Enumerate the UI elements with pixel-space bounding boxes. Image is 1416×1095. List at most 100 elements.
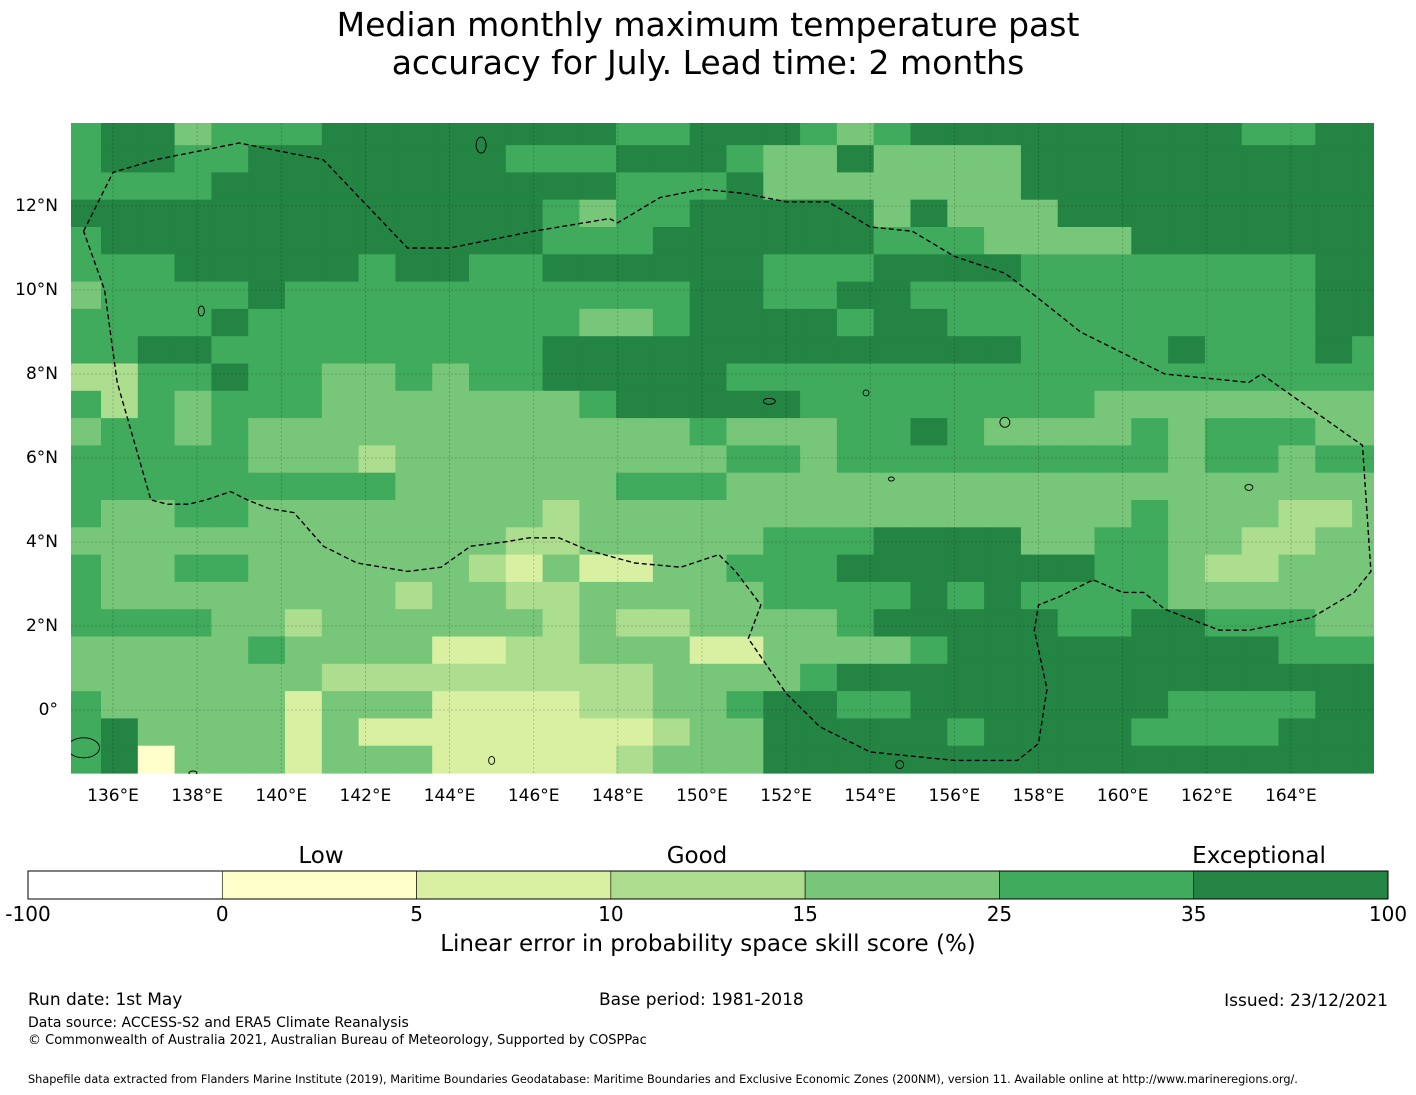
skill-cell (432, 636, 470, 665)
skill-cell (469, 445, 507, 474)
skill-cell (432, 527, 470, 556)
skill-cell (71, 308, 102, 337)
skill-cell (211, 418, 249, 446)
skill-cell (763, 336, 801, 365)
skill-cell (910, 445, 948, 474)
skill-cell (579, 418, 617, 446)
eez-boundary (82, 142, 1372, 762)
skill-cell (1389, 200, 1416, 228)
skill-cell (1020, 390, 1059, 419)
skill-cell (285, 227, 323, 255)
colorbar-label: Linear error in probability space skill … (440, 931, 976, 957)
skill-cell (505, 609, 544, 638)
skill-cell (101, 663, 139, 692)
skill-cell (947, 172, 985, 201)
skill-cell (1020, 363, 1059, 392)
skill-cell (1057, 336, 1096, 365)
skill-cell (174, 636, 212, 665)
x-tick-label: 156°E (928, 786, 981, 806)
skill-cell (285, 308, 323, 337)
skill-cell (285, 281, 323, 310)
skill-cell (1389, 582, 1416, 610)
skill-cell (1278, 145, 1316, 173)
skill-cell (358, 281, 396, 310)
skill-cell (1389, 282, 1416, 310)
skill-cell (1241, 663, 1280, 692)
skill-cell (1241, 390, 1280, 419)
skill-cell (248, 445, 286, 474)
skill-cell (505, 308, 544, 337)
skill-cell (1204, 527, 1243, 556)
skill-cell (542, 527, 580, 556)
skill-cell (285, 609, 323, 638)
island-outline (999, 416, 1011, 428)
skill-cell (542, 445, 580, 474)
skill-cell (1204, 691, 1243, 719)
skill-cell (395, 609, 433, 638)
skill-cell (542, 145, 580, 173)
skill-cell (873, 445, 912, 474)
skill-cell (652, 227, 691, 255)
x-tick-label: 140°E (255, 786, 308, 806)
skill-cell (1168, 363, 1206, 392)
skill-cell (726, 199, 764, 228)
skill-cell (1131, 581, 1169, 610)
skill-cell (1241, 527, 1280, 556)
skill-cell (1315, 227, 1353, 255)
colorbar-tick-label: 35 (1180, 902, 1207, 926)
skill-cell (1168, 390, 1206, 419)
skill-cell (1057, 145, 1096, 173)
skill-cell (248, 336, 286, 365)
skill-cell (579, 227, 617, 255)
skill-cell (211, 308, 249, 337)
skill-cell (71, 554, 102, 583)
skill-cell (1278, 123, 1316, 146)
skill-cell (248, 718, 286, 747)
skill-cell (1204, 199, 1243, 228)
skill-cell (910, 527, 948, 556)
skill-cell (101, 472, 139, 501)
skill-cell (1352, 663, 1374, 692)
skill-cell (689, 636, 728, 665)
x-tick-label: 164°E (1265, 786, 1317, 806)
skill-cell (1094, 336, 1132, 365)
skill-cell (542, 663, 580, 692)
colorbar-tick-label: 100 (1368, 902, 1408, 926)
skill-cell (1020, 500, 1059, 528)
skill-cell (1315, 554, 1353, 583)
skill-cell (432, 308, 470, 337)
skill-cell (1020, 663, 1059, 692)
skill-cell (432, 581, 470, 610)
skill-cell (1241, 172, 1280, 201)
skill-cell (947, 336, 985, 365)
skill-cell (1020, 418, 1059, 446)
skill-cell (984, 123, 1022, 146)
skill-cell (616, 745, 654, 774)
skill-cell (800, 123, 838, 146)
skill-cell (1057, 663, 1096, 692)
skill-cell (836, 472, 875, 501)
skill-cell (1389, 746, 1416, 774)
skill-cell (1278, 636, 1316, 665)
skill-cell (616, 308, 654, 337)
skill-cell (211, 172, 249, 201)
x-tick-label: 144°E (423, 786, 476, 806)
skill-cell (1020, 527, 1059, 556)
skill-cell (947, 663, 985, 692)
skill-cell (1241, 123, 1280, 146)
skill-cell (579, 123, 617, 146)
skill-cell (1020, 254, 1059, 283)
skill-cell (542, 581, 580, 610)
skill-cell (800, 581, 838, 610)
skill-cell (689, 718, 728, 747)
skill-cell (71, 199, 102, 228)
skill-cell (652, 554, 691, 583)
skill-cell (579, 663, 617, 692)
skill-cell (469, 691, 507, 719)
skill-cell (1094, 718, 1132, 747)
skill-cell (395, 199, 433, 228)
skill-cell (1057, 123, 1096, 146)
skill-cell (1389, 609, 1416, 637)
skill-cell (763, 418, 801, 446)
data-source: Data source: ACCESS-S2 and ERA5 Climate … (28, 1015, 409, 1031)
